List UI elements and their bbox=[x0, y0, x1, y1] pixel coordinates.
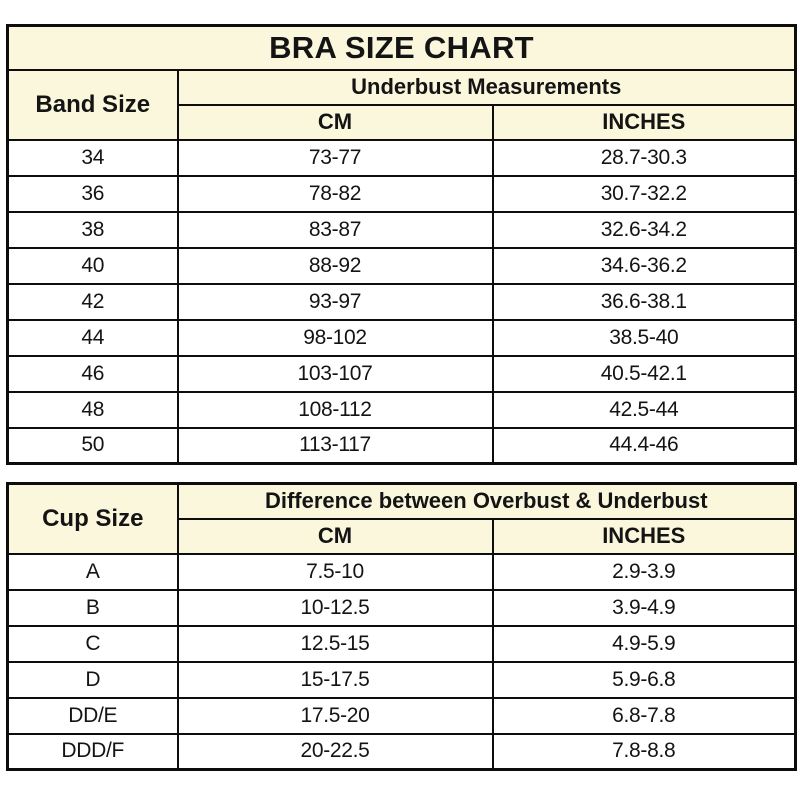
group-header-row: Band Size Underbust Measurements bbox=[6, 68, 797, 141]
band-size-cell: 46 bbox=[6, 354, 179, 393]
cup-size-cell: C bbox=[6, 624, 179, 663]
cup-size-table: Cup Size Difference between Overbust & U… bbox=[6, 482, 798, 771]
table-row: 42 93-97 36.6-38.1 bbox=[6, 282, 797, 321]
band-size-cell: 40 bbox=[6, 246, 179, 285]
band-size-cell: 34 bbox=[6, 138, 179, 177]
cm-range-cell: 98-102 bbox=[176, 318, 494, 357]
cm-range-cell: 73-77 bbox=[176, 138, 494, 177]
cup-size-table-body: A 7.5-10 2.9-3.9 B 10-12.5 3.9-4.9 C 12.5-15 4.9… bbox=[6, 552, 797, 771]
table-row: 44 98-102 38.5-40 bbox=[6, 318, 797, 357]
cm-range-cell: 20-22.5 bbox=[176, 732, 494, 771]
inches-range-cell: 44.4-46 bbox=[491, 426, 797, 465]
cm-range-cell: 88-92 bbox=[176, 246, 494, 285]
cup-size-cell: A bbox=[6, 552, 179, 591]
cup-size-cell: DD/E bbox=[6, 696, 179, 735]
inches-range-cell: 36.6-38.1 bbox=[491, 282, 797, 321]
group-header-row: Cup Size Difference between Overbust & U… bbox=[6, 482, 797, 555]
unit-header-row: CM INCHES bbox=[8, 517, 797, 555]
table-row: 50 113-117 44.4-46 bbox=[6, 426, 797, 465]
inches-range-cell: 3.9-4.9 bbox=[491, 588, 797, 627]
band-size-cell: 36 bbox=[6, 174, 179, 213]
table-row: DD/E 17.5-20 6.8-7.8 bbox=[6, 696, 797, 735]
band-inches-header: INCHES bbox=[491, 103, 797, 141]
cm-range-cell: 15-17.5 bbox=[176, 660, 494, 699]
band-size-cell: 44 bbox=[6, 318, 179, 357]
cm-range-cell: 108-112 bbox=[176, 390, 494, 429]
inches-range-cell: 7.8-8.8 bbox=[491, 732, 797, 771]
cm-range-cell: 17.5-20 bbox=[176, 696, 494, 735]
table-row: C 12.5-15 4.9-5.9 bbox=[6, 624, 797, 663]
inches-range-cell: 38.5-40 bbox=[491, 318, 797, 357]
cm-range-cell: 10-12.5 bbox=[176, 588, 494, 627]
table-row: 40 88-92 34.6-36.2 bbox=[6, 246, 797, 285]
band-cm-header: CM bbox=[176, 103, 494, 141]
inches-range-cell: 42.5-44 bbox=[491, 390, 797, 429]
band-size-table: BRA SIZE CHART Band Size Underbust Measu… bbox=[6, 24, 798, 465]
band-size-cell: 38 bbox=[6, 210, 179, 249]
cup-inches-header: INCHES bbox=[491, 517, 797, 555]
unit-header-row: CM INCHES bbox=[8, 103, 797, 141]
cm-range-cell: 12.5-15 bbox=[176, 624, 494, 663]
band-size-header: Band Size bbox=[6, 68, 179, 141]
cm-range-cell: 93-97 bbox=[176, 282, 494, 321]
inches-range-cell: 34.6-36.2 bbox=[491, 246, 797, 285]
chart-title: BRA SIZE CHART bbox=[6, 24, 797, 71]
cup-size-cell: B bbox=[6, 588, 179, 627]
cup-cm-header: CM bbox=[176, 517, 494, 555]
cm-range-cell: 103-107 bbox=[176, 354, 494, 393]
underbust-measurements-header: Underbust Measurements bbox=[176, 68, 797, 106]
cup-size-cell: DDD/F bbox=[6, 732, 179, 771]
title-row: BRA SIZE CHART bbox=[6, 24, 797, 71]
band-size-table-body: 34 73-77 28.7-30.3 36 78-82 30.7-32.2 38 83-87 3… bbox=[6, 138, 797, 465]
cup-size-cell: D bbox=[6, 660, 179, 699]
table-row: 36 78-82 30.7-32.2 bbox=[6, 174, 797, 213]
inches-range-cell: 32.6-34.2 bbox=[491, 210, 797, 249]
cup-size-header: Cup Size bbox=[6, 482, 179, 555]
table-row: DDD/F 20-22.5 7.8-8.8 bbox=[6, 732, 797, 771]
inches-range-cell: 28.7-30.3 bbox=[491, 138, 797, 177]
table-row: 38 83-87 32.6-34.2 bbox=[6, 210, 797, 249]
cm-range-cell: 113-117 bbox=[176, 426, 494, 465]
table-row: 46 103-107 40.5-42.1 bbox=[6, 354, 797, 393]
inches-range-cell: 5.9-6.8 bbox=[491, 660, 797, 699]
band-size-cell: 42 bbox=[6, 282, 179, 321]
cm-range-cell: 78-82 bbox=[176, 174, 494, 213]
inches-range-cell: 4.9-5.9 bbox=[491, 624, 797, 663]
table-row: D 15-17.5 5.9-6.8 bbox=[6, 660, 797, 699]
table-row: 34 73-77 28.7-30.3 bbox=[6, 138, 797, 177]
band-size-cell: 50 bbox=[6, 426, 179, 465]
table-row: B 10-12.5 3.9-4.9 bbox=[6, 588, 797, 627]
table-row: 48 108-112 42.5-44 bbox=[6, 390, 797, 429]
inches-range-cell: 2.9-3.9 bbox=[491, 552, 797, 591]
table-row: A 7.5-10 2.9-3.9 bbox=[6, 552, 797, 591]
band-size-cell: 48 bbox=[6, 390, 179, 429]
cm-range-cell: 83-87 bbox=[176, 210, 494, 249]
inches-range-cell: 40.5-42.1 bbox=[491, 354, 797, 393]
inches-range-cell: 30.7-32.2 bbox=[491, 174, 797, 213]
cm-range-cell: 7.5-10 bbox=[176, 552, 494, 591]
difference-overbust-underbust-header: Difference between Overbust & Underbust bbox=[176, 482, 797, 520]
inches-range-cell: 6.8-7.8 bbox=[491, 696, 797, 735]
